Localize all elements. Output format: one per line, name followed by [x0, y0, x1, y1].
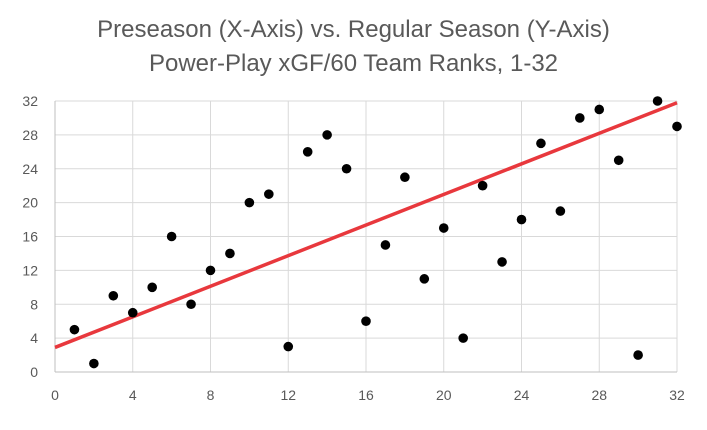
data-point-15 — [341, 163, 352, 174]
y-tick-label-20: 20 — [22, 195, 38, 211]
data-point-30 — [633, 350, 643, 360]
data-point-21 — [458, 333, 468, 343]
data-point-16 — [361, 316, 371, 326]
data-point-14 — [322, 130, 332, 140]
data-point-4 — [127, 307, 138, 318]
data-point-31 — [652, 96, 663, 106]
x-tick-label-4: 4 — [129, 387, 137, 403]
x-tick-label-8: 8 — [207, 387, 215, 403]
data-point-25 — [536, 138, 546, 149]
y-tick-label-8: 8 — [30, 296, 38, 312]
data-point-2 — [89, 358, 99, 369]
data-point-27 — [575, 113, 585, 123]
data-point-10 — [244, 197, 255, 208]
x-tick-label-0: 0 — [51, 387, 59, 403]
data-point-1 — [69, 324, 80, 335]
data-point-28 — [594, 104, 605, 115]
data-point-23 — [497, 257, 507, 267]
data-point-19 — [419, 274, 430, 284]
data-point-11 — [264, 189, 274, 199]
data-point-32 — [672, 121, 682, 132]
x-tick-label-12: 12 — [280, 387, 296, 403]
data-point-6 — [166, 231, 177, 242]
data-point-20 — [438, 223, 449, 233]
data-point-29 — [613, 155, 624, 166]
x-tick-label-16: 16 — [358, 387, 374, 403]
data-point-7 — [186, 299, 196, 310]
chart-title-line-2: Power-Play xGF/60 Team Ranks, 1-32 — [148, 50, 559, 77]
data-point-8 — [205, 265, 216, 276]
y-tick-label-24: 24 — [22, 161, 38, 177]
data-point-22 — [477, 180, 488, 191]
x-tick-label-24: 24 — [514, 387, 530, 403]
chart-title-line-1: Preseason (X-Axis) vs. Regular Season (Y… — [97, 16, 610, 43]
data-point-9 — [225, 248, 235, 259]
data-point-26 — [555, 206, 566, 216]
data-point-24 — [516, 214, 527, 225]
y-tick-label-12: 12 — [22, 262, 38, 278]
x-tick-label-20: 20 — [436, 387, 452, 403]
x-tick-label-32: 32 — [669, 387, 685, 403]
trendline — [54, 101, 678, 350]
data-point-12 — [283, 341, 294, 352]
data-point-17 — [380, 240, 391, 250]
x-tick-label-28: 28 — [591, 387, 607, 403]
data-point-18 — [400, 172, 410, 183]
y-tick-label-32: 32 — [22, 93, 38, 109]
data-point-3 — [108, 290, 119, 301]
y-tick-label-16: 16 — [22, 229, 38, 245]
y-tick-label-0: 0 — [30, 364, 38, 380]
y-tick-label-4: 4 — [30, 330, 38, 346]
data-point-5 — [147, 282, 157, 293]
y-tick-label-28: 28 — [22, 127, 38, 143]
data-point-13 — [302, 147, 313, 157]
